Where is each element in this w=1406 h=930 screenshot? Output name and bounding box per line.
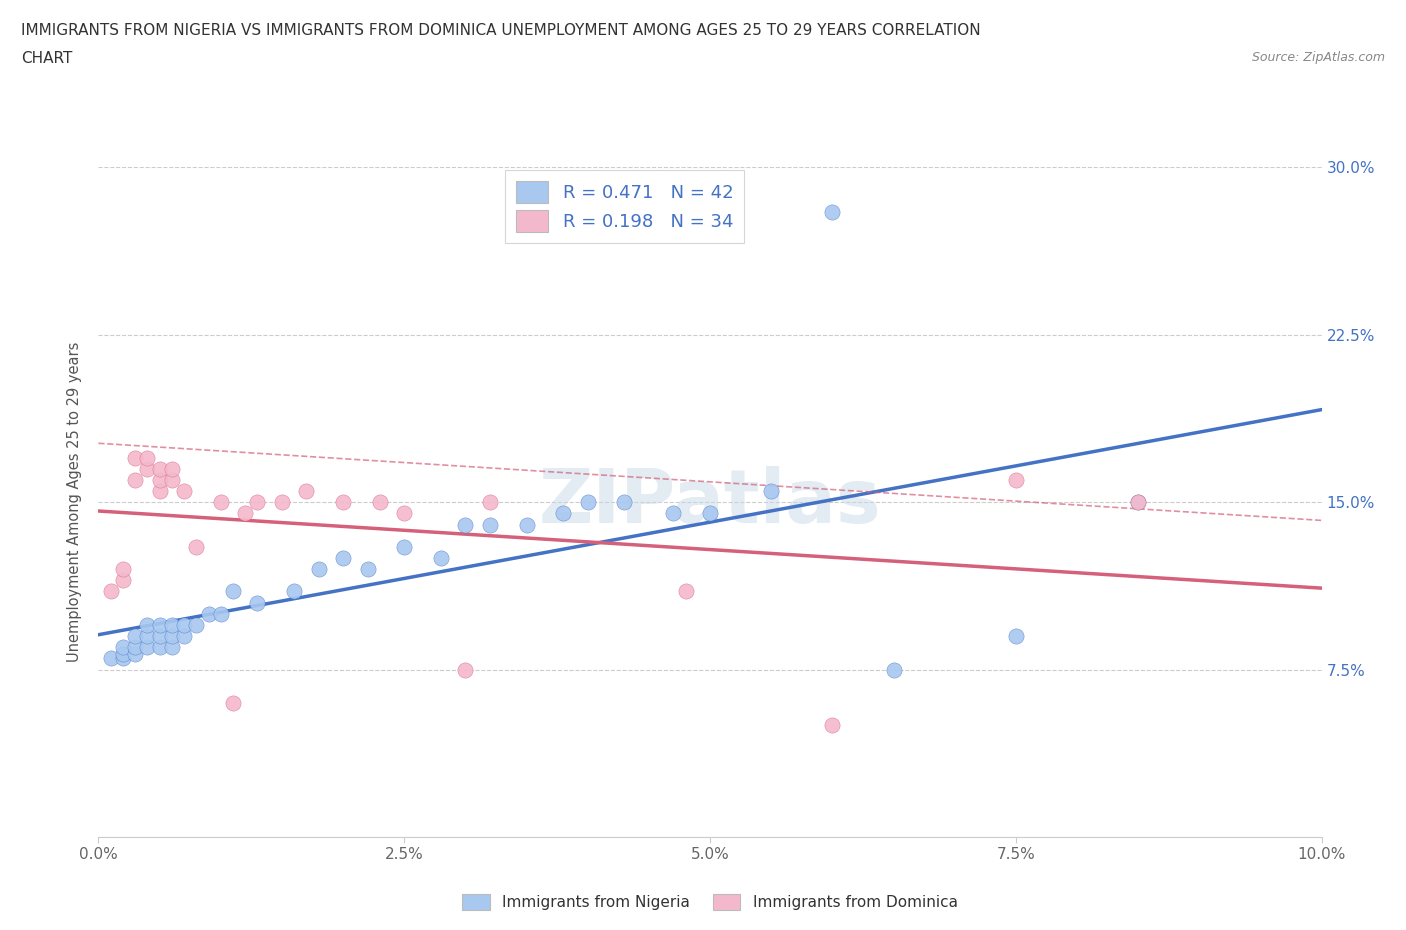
Point (173, 618, 195, 632)
Point (124, 472, 146, 487)
Point (233, 506, 256, 521)
Point (100, 584, 122, 599)
Text: ZIPatlas: ZIPatlas (538, 466, 882, 538)
Text: IMMIGRANTS FROM NIGERIA VS IMMIGRANTS FROM DOMINICA UNEMPLOYMENT AMONG AGES 25 T: IMMIGRANTS FROM NIGERIA VS IMMIGRANTS FR… (21, 23, 981, 38)
Point (124, 629, 146, 644)
Legend: Immigrants from Nigeria, Immigrants from Dominica: Immigrants from Nigeria, Immigrants from… (457, 888, 963, 916)
Point (392, 539, 416, 554)
Point (553, 506, 575, 521)
Point (124, 450, 146, 465)
Point (576, 495, 599, 510)
Point (392, 506, 416, 521)
Point (821, 718, 844, 733)
Point (246, 595, 269, 610)
Point (186, 618, 208, 632)
Text: CHART: CHART (21, 51, 73, 66)
Point (136, 461, 159, 476)
Point (136, 618, 159, 632)
Point (111, 562, 134, 577)
Point (209, 606, 232, 621)
Point (759, 484, 782, 498)
Point (675, 584, 697, 599)
Point (1004, 629, 1026, 644)
Point (478, 517, 501, 532)
Point (209, 495, 232, 510)
Point (197, 606, 219, 621)
Point (246, 495, 269, 510)
Point (1004, 472, 1026, 487)
Point (111, 640, 134, 655)
Point (124, 640, 146, 655)
Point (430, 551, 453, 565)
Point (111, 646, 134, 661)
Point (222, 696, 245, 711)
Point (149, 472, 172, 487)
Point (270, 495, 292, 510)
Point (160, 618, 183, 632)
Point (662, 506, 685, 521)
Point (283, 584, 305, 599)
Point (111, 573, 134, 588)
Point (332, 495, 354, 510)
Point (295, 484, 318, 498)
Point (149, 484, 172, 498)
Point (136, 640, 159, 655)
Point (613, 495, 636, 510)
Point (160, 629, 183, 644)
Point (160, 640, 183, 655)
Point (883, 662, 905, 677)
Point (124, 646, 146, 661)
Point (111, 651, 134, 666)
Point (149, 461, 172, 476)
Point (160, 461, 183, 476)
Point (1128, 495, 1150, 510)
Point (454, 662, 477, 677)
Point (100, 651, 122, 666)
Point (149, 640, 172, 655)
Point (1128, 495, 1150, 510)
Point (186, 539, 208, 554)
Point (149, 618, 172, 632)
Point (454, 517, 477, 532)
Text: Source: ZipAtlas.com: Source: ZipAtlas.com (1251, 51, 1385, 64)
Point (136, 450, 159, 465)
Point (478, 495, 501, 510)
Point (160, 472, 183, 487)
Point (516, 517, 538, 532)
Point (332, 551, 354, 565)
Point (699, 506, 721, 521)
Point (356, 562, 378, 577)
Y-axis label: Unemployment Among Ages 25 to 29 years: Unemployment Among Ages 25 to 29 years (67, 342, 83, 662)
Point (173, 629, 195, 644)
Point (308, 562, 330, 577)
Point (136, 629, 159, 644)
Point (222, 584, 245, 599)
Point (821, 205, 844, 219)
Point (173, 484, 195, 498)
Point (149, 629, 172, 644)
Point (368, 495, 391, 510)
